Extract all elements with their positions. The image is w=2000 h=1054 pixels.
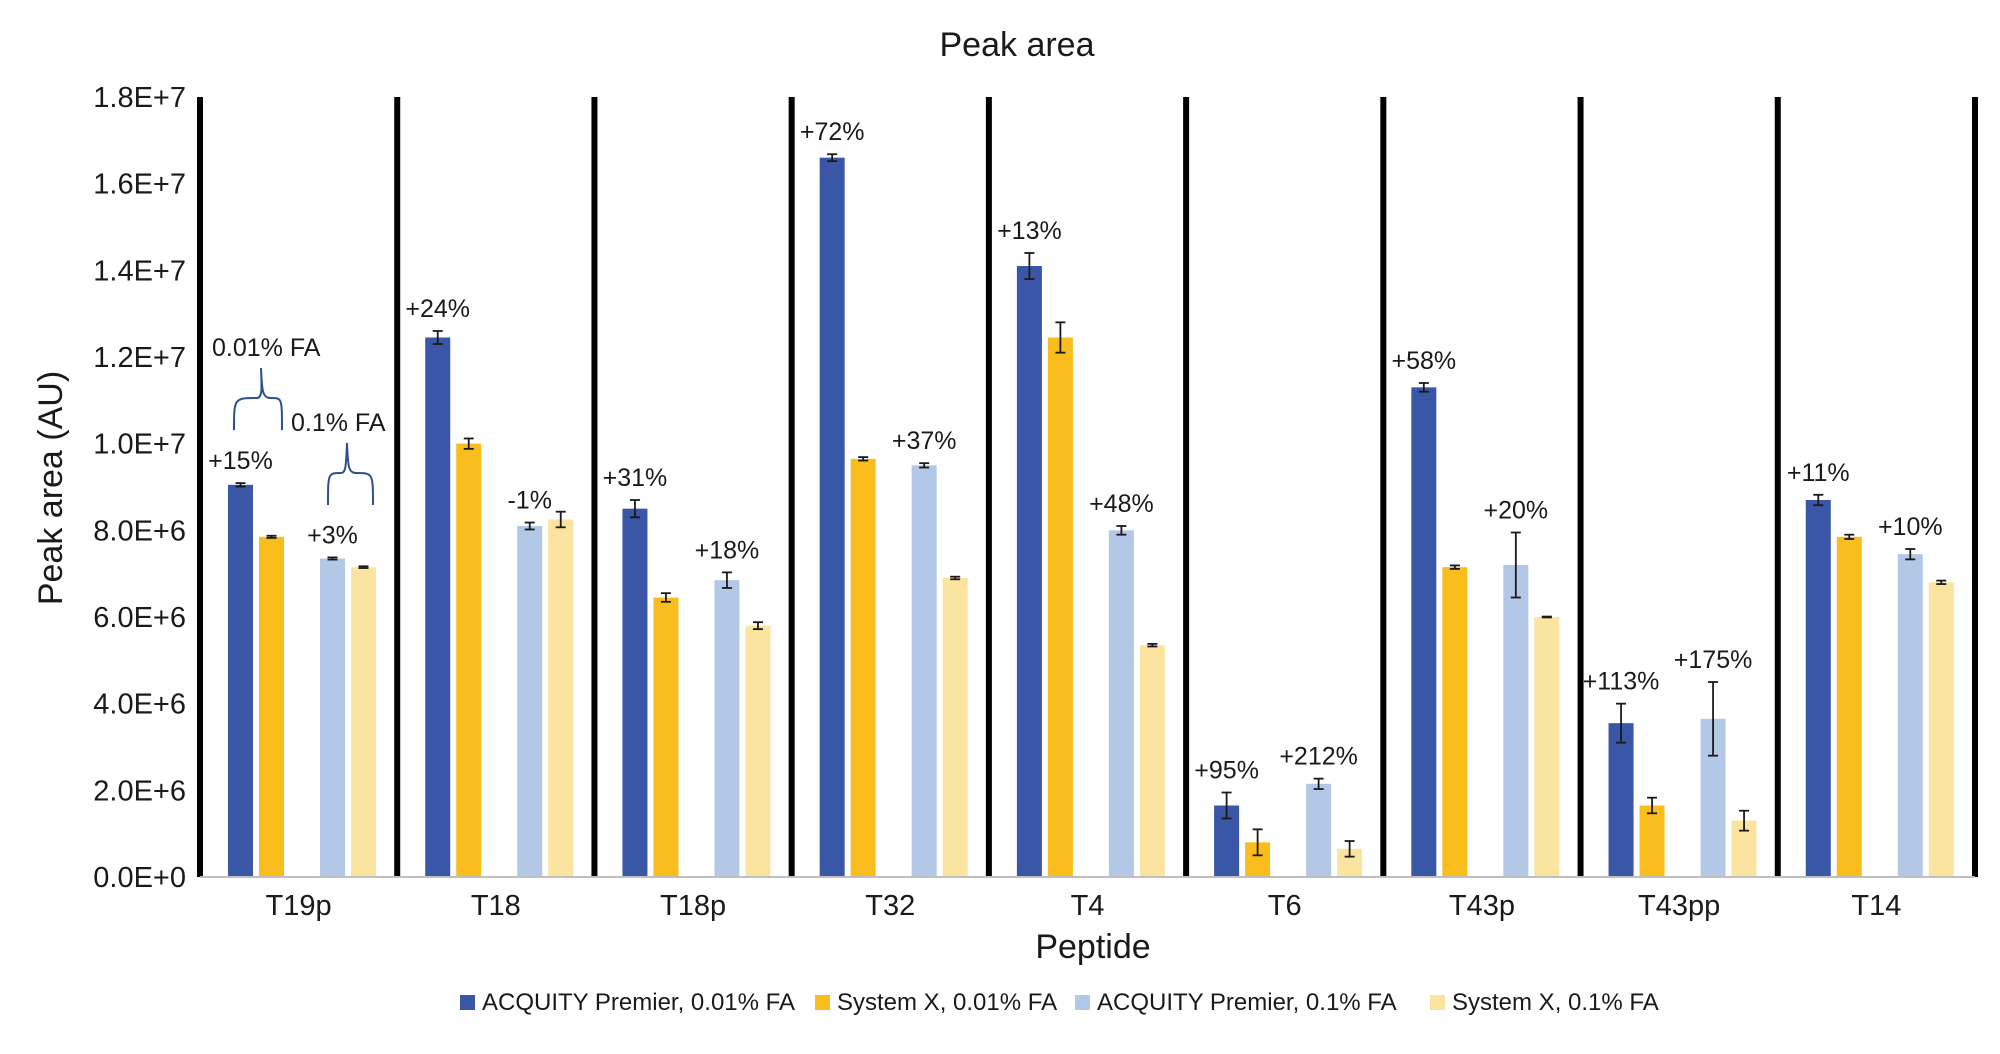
bars-layer [228, 157, 1954, 877]
bar [1442, 567, 1468, 877]
bar [1016, 266, 1042, 877]
legend-swatch [1430, 995, 1445, 1010]
bar [745, 625, 771, 877]
bar [1897, 554, 1923, 877]
annotation-0-01-fa: +15% [208, 447, 273, 475]
annotation-0-01-fa: +13% [997, 217, 1062, 245]
annotation-0-1-fa: +18% [695, 536, 760, 564]
x-tick-label: T14 [1851, 890, 1901, 922]
annotation-0-1-fa: +20% [1484, 497, 1549, 525]
x-axis-label: Peptide [1035, 928, 1150, 966]
legend-swatch [815, 995, 830, 1010]
bracket-label-0-01-fa: 0.01% FA [212, 334, 321, 362]
annotations-layer: +15% +3% +24% -1% +31% +18% +72% +37% +13% +48% +9… [208, 118, 1942, 784]
y-tick-label: 1.0E+7 [93, 429, 186, 461]
bar [425, 337, 451, 877]
legend-label: System X, 0.1% FA [1452, 989, 1659, 1016]
bar [1928, 582, 1954, 877]
fa-brackets: 0.01% FA 0.1% FA [212, 334, 386, 506]
bar [942, 578, 968, 877]
legend: ACQUITY Premier, 0.01% FA System X, 0.01%… [460, 989, 1659, 1016]
y-tick-label: 4.0E+6 [93, 689, 186, 721]
annotation-0-01-fa: +31% [603, 464, 668, 492]
x-tick-label: T18p [660, 890, 726, 922]
bar [653, 597, 679, 877]
annotation-0-1-fa: +212% [1279, 743, 1358, 771]
annotation-0-01-fa: +11% [1787, 459, 1850, 487]
bar [320, 558, 345, 877]
annotation-0-1-fa: +3% [307, 521, 358, 549]
group-separators [197, 97, 1978, 877]
annotation-0-01-fa: +95% [1194, 757, 1259, 785]
x-tick-label: T6 [1268, 890, 1302, 922]
x-tick-label: T4 [1071, 890, 1105, 922]
annotation-0-1-fa: +37% [892, 427, 957, 455]
bracket-0-01-fa [233, 367, 283, 431]
bar [1534, 617, 1560, 877]
bar [351, 567, 376, 877]
bar [548, 519, 574, 877]
y-tick-label: 1.2E+7 [93, 342, 186, 374]
annotation-0-1-fa: +48% [1089, 490, 1154, 518]
error-bars-layer [235, 153, 1947, 858]
legend-swatch [1075, 995, 1090, 1010]
bar [517, 526, 543, 877]
y-tick-label: 2.0E+6 [93, 775, 186, 807]
bar [1503, 565, 1529, 877]
y-axis-ticks: 0.0E+0 2.0E+6 4.0E+6 6.0E+6 8.0E+6 1.0E+7 1.2E… [93, 82, 186, 894]
bar [228, 484, 253, 877]
x-tick-label: T32 [865, 890, 915, 922]
annotation-0-1-fa: +175% [1674, 646, 1753, 674]
annotation-0-01-fa: +113% [1583, 668, 1660, 696]
bar [1836, 536, 1862, 877]
bar [1139, 645, 1165, 877]
x-tick-label: T43pp [1638, 890, 1720, 922]
bar [1608, 723, 1634, 877]
legend-label: ACQUITY Premier, 0.01% FA [482, 989, 795, 1016]
bar [1411, 387, 1437, 877]
bar [1108, 530, 1134, 877]
bar [622, 508, 648, 877]
bar [911, 465, 937, 877]
x-axis-ticks: T19p T18 T18p T32 T4 T6 T43p T43pp T14 [266, 890, 1902, 922]
legend-label: ACQUITY Premier, 0.1% FA [1097, 989, 1397, 1016]
y-tick-label: 8.0E+6 [93, 515, 186, 547]
annotation-0-01-fa: +58% [1392, 347, 1457, 375]
bracket-label-0-1-fa: 0.1% FA [291, 409, 386, 437]
bar [1306, 783, 1332, 877]
annotation-0-1-fa: -1% [507, 487, 551, 515]
y-tick-label: 1.4E+7 [93, 255, 186, 287]
y-tick-label: 0.0E+0 [93, 862, 186, 894]
y-tick-label: 1.8E+7 [93, 82, 186, 114]
annotation-0-1-fa: +10% [1878, 513, 1943, 541]
y-axis-label: Peak area (AU) [32, 371, 70, 605]
bar [1805, 500, 1831, 877]
legend-swatch [460, 995, 475, 1010]
annotation-0-01-fa: +24% [405, 295, 470, 323]
x-tick-label: T19p [266, 890, 332, 922]
bar [714, 580, 740, 877]
bar [1639, 805, 1665, 877]
bar [259, 536, 284, 877]
bar [456, 443, 482, 877]
annotation-0-01-fa: +72% [800, 118, 865, 146]
x-tick-label: T43p [1449, 890, 1515, 922]
bracket-0-1-fa [327, 442, 374, 506]
legend-label: System X, 0.01% FA [837, 989, 1057, 1016]
bar [1047, 337, 1073, 877]
y-tick-label: 6.0E+6 [93, 602, 186, 634]
x-tick-label: T18 [471, 890, 521, 922]
chart-title: Peak area [940, 26, 1095, 64]
y-tick-label: 1.6E+7 [93, 169, 186, 201]
bar [850, 458, 876, 877]
bar [819, 157, 845, 877]
